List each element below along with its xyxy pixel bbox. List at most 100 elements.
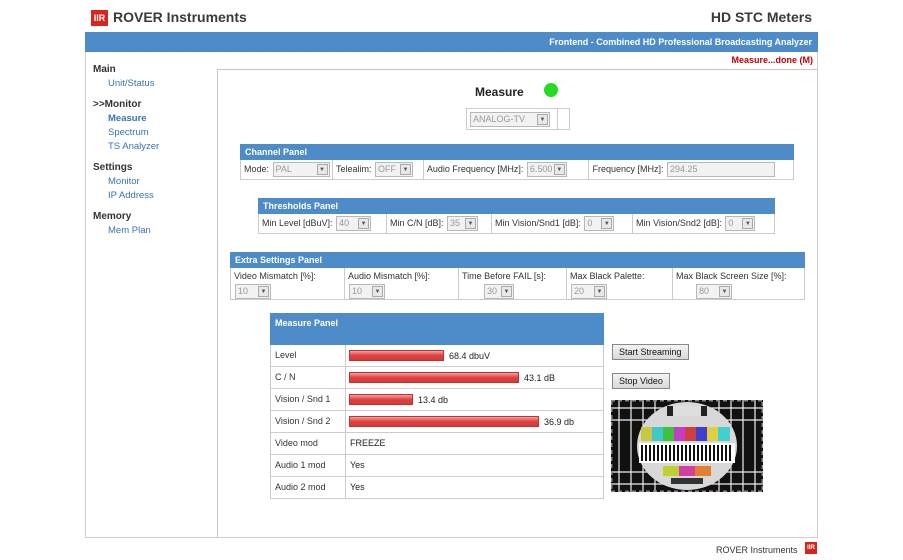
rover-logo-icon: IIR bbox=[91, 10, 108, 26]
frequency-input[interactable]: 294.25 bbox=[667, 162, 775, 177]
chevron-down-icon: ▼ bbox=[601, 218, 613, 229]
thresholds-panel-title: Thresholds Panel bbox=[258, 198, 775, 214]
max-black-screen-select[interactable]: 80 ▼ bbox=[696, 284, 732, 299]
product-name: HD STC Meters bbox=[710, 9, 812, 25]
min-cn-value: 35 bbox=[450, 218, 461, 228]
audio-frequency-select[interactable]: 6.500 ▼ bbox=[526, 162, 567, 177]
sidebar-item-mem-plan[interactable]: Mem Plan bbox=[108, 225, 151, 236]
channel-panel: Channel Panel Mode: PAL ▼ Telealim: OFF ▼ … bbox=[240, 144, 794, 180]
telealim-value: OFF bbox=[378, 164, 397, 174]
cn-label: C / N bbox=[271, 367, 346, 389]
channel-panel-row: Mode: PAL ▼ Telealim: OFF ▼ Audio Frequenc… bbox=[240, 160, 794, 180]
min-vision-snd1-select[interactable]: 0 ▼ bbox=[584, 216, 615, 231]
mode-select[interactable]: PAL ▼ bbox=[272, 162, 330, 177]
min-level-value: 40 bbox=[339, 218, 350, 228]
chevron-down-icon: ▼ bbox=[465, 218, 477, 229]
sidebar-group-main: Main bbox=[93, 64, 116, 75]
min-level-label: Min Level [dBuV]: bbox=[262, 217, 333, 228]
min-level-select[interactable]: 40 ▼ bbox=[336, 216, 372, 231]
audio1-mod-value: Yes bbox=[346, 455, 604, 477]
vision-snd2-label: Vision / Snd 2 bbox=[271, 411, 346, 433]
min-vision-snd2-label: Min Vision/Snd2 [dB]: bbox=[636, 217, 722, 228]
time-before-fail-cell: Time Before FAIL [s]: 30 ▼ bbox=[459, 268, 567, 300]
vision-snd2-bar bbox=[349, 416, 539, 427]
telealim-select[interactable]: OFF ▼ bbox=[375, 162, 414, 177]
sidebar-item-measure[interactable]: Measure bbox=[108, 113, 147, 124]
max-black-screen-cell: Max Black Screen Size [%]: 80 ▼ bbox=[673, 268, 805, 300]
stop-video-button[interactable]: Stop Video bbox=[612, 373, 670, 389]
sidebar-group-memory: Memory bbox=[93, 211, 132, 222]
measure-panel: Measure Panel Level 68.4 dbuV C / N 43.1… bbox=[270, 313, 604, 499]
max-black-palette-select[interactable]: 20 ▼ bbox=[571, 284, 607, 299]
table-row: Vision / Snd 1 13.4 db bbox=[270, 389, 604, 411]
level-value: 68.4 dbuV bbox=[449, 351, 491, 361]
measure-type-value: ANALOG-TV bbox=[473, 114, 526, 124]
audio-frequency-value: 6.500 bbox=[529, 164, 553, 174]
chevron-down-icon: ▼ bbox=[594, 286, 605, 297]
video-mod-label: Video mod bbox=[271, 433, 346, 455]
vision-snd1-value-cell: 13.4 db bbox=[346, 389, 604, 411]
table-row: Audio 2 mod Yes bbox=[270, 477, 604, 499]
thresholds-panel-row: Min Level [dBuV]: 40 ▼ Min C/N [dB]: 35 ▼ … bbox=[258, 214, 775, 234]
chevron-down-icon: ▼ bbox=[372, 286, 383, 297]
min-vision-snd2-cell: Min Vision/Snd2 [dB]: 0 ▼ bbox=[633, 214, 775, 234]
table-row: Level 68.4 dbuV bbox=[270, 345, 604, 367]
vision-snd1-value: 13.4 db bbox=[418, 395, 449, 405]
footer-brand: ROVER Instruments bbox=[716, 545, 798, 555]
audio-mismatch-select[interactable]: 10 ▼ bbox=[349, 284, 385, 299]
sidebar-item-unit-status[interactable]: Unit/Status bbox=[108, 78, 155, 89]
frequency-value: 294.25 bbox=[670, 164, 698, 174]
audio2-mod-value: Yes bbox=[346, 477, 604, 499]
max-black-palette-value: 20 bbox=[574, 286, 585, 296]
min-vision-snd2-select[interactable]: 0 ▼ bbox=[725, 216, 756, 231]
min-cn-label: Min C/N [dB]: bbox=[390, 217, 444, 228]
chevron-down-icon: ▼ bbox=[258, 286, 269, 297]
type-select-box: ANALOG-TV ▼ bbox=[466, 108, 570, 130]
status-led-icon bbox=[544, 83, 558, 97]
chevron-down-icon: ▼ bbox=[316, 164, 328, 175]
mode-label: Mode: bbox=[244, 163, 270, 174]
min-vision-snd1-value: 0 bbox=[587, 218, 593, 228]
vision-snd2-value-cell: 36.9 db bbox=[346, 411, 604, 433]
extra-settings-panel-title: Extra Settings Panel bbox=[230, 252, 805, 268]
max-black-palette-label: Max Black Palette: bbox=[570, 271, 645, 281]
cn-bar bbox=[349, 372, 519, 383]
video-mismatch-select[interactable]: 10 ▼ bbox=[235, 284, 271, 299]
rover-footer-logo-icon: IIR bbox=[805, 542, 817, 554]
max-black-screen-label: Max Black Screen Size [%]: bbox=[676, 271, 787, 281]
chevron-down-icon: ▼ bbox=[358, 218, 370, 229]
start-streaming-button[interactable]: Start Streaming bbox=[612, 344, 689, 360]
min-vision-snd2-value: 0 bbox=[728, 218, 734, 228]
time-before-fail-value: 30 bbox=[487, 286, 498, 296]
divider bbox=[557, 109, 558, 129]
table-row: Video mod FREEZE bbox=[270, 433, 604, 455]
min-vision-snd1-label: Min Vision/Snd1 [dB]: bbox=[495, 217, 581, 228]
chevron-down-icon: ▼ bbox=[400, 164, 412, 175]
time-before-fail-label: Time Before FAIL [s]: bbox=[462, 271, 546, 281]
mode-value: PAL bbox=[275, 164, 292, 174]
video-preview-image bbox=[611, 400, 763, 492]
sidebar-item-ip-address[interactable]: IP Address bbox=[108, 190, 154, 201]
table-row: Vision / Snd 2 36.9 db bbox=[270, 411, 604, 433]
min-cn-select[interactable]: 35 ▼ bbox=[447, 216, 479, 231]
sidebar-item-ts-analyzer[interactable]: TS Analyzer bbox=[108, 141, 160, 152]
audio-mismatch-label: Audio Mismatch [%]: bbox=[348, 271, 431, 281]
level-bar bbox=[349, 350, 444, 361]
page-title: Measure bbox=[475, 85, 524, 99]
channel-panel-title: Channel Panel bbox=[240, 144, 794, 160]
sidebar-item-monitor[interactable]: Monitor bbox=[108, 176, 140, 187]
sidebar-item-spectrum[interactable]: Spectrum bbox=[108, 127, 149, 138]
frequency-cell: Frequency [MHz]: 294.25 bbox=[589, 160, 794, 180]
extra-settings-row: Video Mismatch [%]: 10 ▼ Audio Mismatch [… bbox=[230, 268, 805, 300]
chevron-down-icon: ▼ bbox=[537, 114, 548, 125]
mode-cell: Mode: PAL ▼ bbox=[241, 160, 333, 180]
time-before-fail-select[interactable]: 30 ▼ bbox=[484, 284, 514, 299]
chevron-down-icon: ▼ bbox=[501, 286, 512, 297]
telealim-cell: Telealim: OFF ▼ bbox=[333, 160, 424, 180]
extra-settings-panel: Extra Settings Panel Video Mismatch [%]:… bbox=[230, 252, 805, 300]
table-row: Audio 1 mod Yes bbox=[270, 455, 604, 477]
min-cn-cell: Min C/N [dB]: 35 ▼ bbox=[387, 214, 492, 234]
audio-mismatch-cell: Audio Mismatch [%]: 10 ▼ bbox=[345, 268, 459, 300]
sidebar-group-settings: Settings bbox=[93, 162, 133, 173]
measure-type-select[interactable]: ANALOG-TV ▼ bbox=[470, 112, 550, 127]
